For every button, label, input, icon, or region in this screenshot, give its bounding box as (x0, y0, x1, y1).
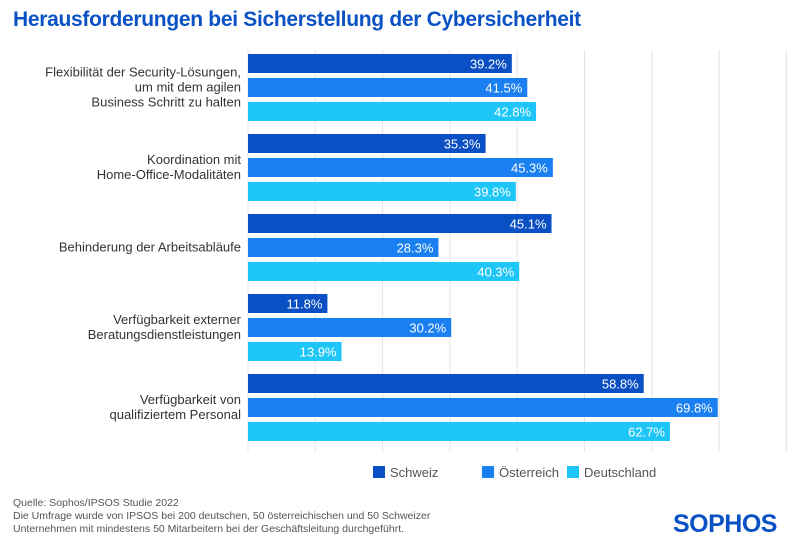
bar (248, 342, 342, 361)
legend-swatch (567, 466, 579, 478)
bar (248, 374, 644, 393)
legend-swatch (373, 466, 385, 478)
category-label: Flexibilität der Security-Lösungen, (45, 65, 241, 80)
legend-label: Deutschland (584, 465, 656, 480)
bar (248, 398, 718, 417)
data-label: 28.3% (397, 241, 434, 256)
legend-swatch (482, 466, 494, 478)
bar (248, 102, 537, 121)
bar (248, 262, 520, 281)
footnote-source: Quelle: Sophos/IPSOS Studie 2022 (13, 497, 179, 509)
category-label: Koordination mit (147, 152, 241, 167)
sophos-logo: SOPHOS (673, 510, 777, 538)
category-label: Behinderung der Arbeitsabläufe (59, 240, 241, 255)
bar (248, 294, 328, 313)
category-label: qualifiziertem Personal (109, 407, 241, 422)
category-label: Beratungsdienstleistungen (88, 327, 241, 342)
data-label: 30.2% (409, 321, 446, 336)
data-label: 13.9% (300, 345, 337, 360)
legend-label: Schweiz (390, 465, 438, 480)
data-label: 41.5% (485, 81, 522, 96)
bar (248, 182, 516, 201)
data-label: 39.8% (474, 185, 511, 200)
category-label: Business Schritt zu halten (91, 95, 241, 110)
bar (248, 318, 452, 337)
footnote: Quelle: Sophos/IPSOS Studie 2022 Die Umf… (13, 497, 430, 536)
footnote-line: Unternehmen mit mindestens 50 Mitarbeite… (13, 523, 405, 535)
data-label: 58.8% (602, 377, 639, 392)
bar (248, 214, 552, 233)
data-label: 35.3% (444, 137, 481, 152)
category-label: Verfügbarkeit von (140, 392, 241, 407)
data-label: 69.8% (676, 401, 713, 416)
footnote-line: Die Umfrage wurde von IPSOS bei 200 deut… (13, 510, 431, 522)
data-label: 40.3% (477, 265, 514, 280)
data-label: 39.2% (470, 57, 507, 72)
category-label: um mit dem agilen (135, 80, 241, 95)
data-label: 42.8% (494, 105, 531, 120)
category-label: Verfügbarkeit externer (113, 312, 242, 327)
legend-label: Österreich (499, 465, 559, 480)
data-label: 11.8% (287, 297, 323, 312)
data-label: 45.1% (510, 217, 547, 232)
chart-title: Herausforderungen bei Sicherstellung der… (13, 8, 581, 31)
bar (248, 158, 553, 177)
bar (248, 54, 512, 73)
bar (248, 422, 670, 441)
data-label: 45.3% (511, 161, 548, 176)
data-label: 62.7% (628, 425, 665, 440)
bar (248, 78, 528, 97)
bar (248, 134, 486, 153)
category-label: Home-Office-Modalitäten (97, 167, 241, 182)
bar (248, 238, 439, 257)
